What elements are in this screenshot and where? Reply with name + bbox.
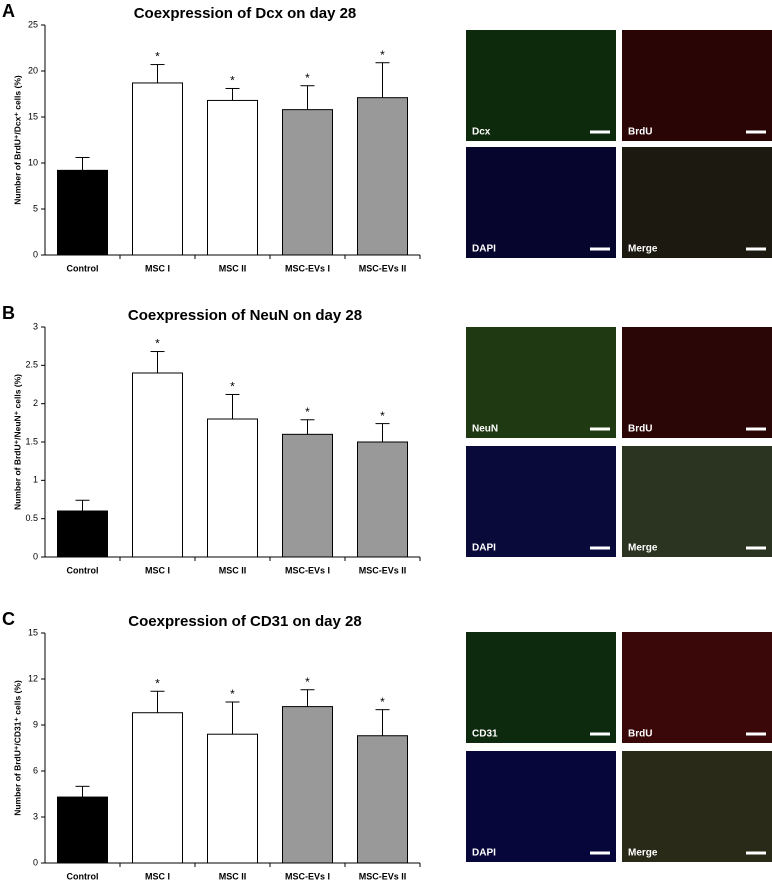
x-tick-label: MSC-EVs II bbox=[359, 871, 407, 881]
significance-mark: * bbox=[155, 337, 160, 351]
y-tick-label: 1.5 bbox=[25, 436, 38, 446]
micrograph bbox=[466, 30, 616, 141]
bar bbox=[57, 796, 108, 864]
bar bbox=[207, 418, 258, 558]
micrograph bbox=[622, 30, 772, 141]
micrograph bbox=[466, 327, 616, 438]
y-tick-label: 0.5 bbox=[25, 513, 38, 523]
micrograph-label: BrdU bbox=[628, 729, 652, 740]
x-tick-label: MSC I bbox=[145, 263, 170, 273]
bar bbox=[207, 733, 258, 864]
micrograph-label: Merge bbox=[628, 244, 658, 255]
significance-mark: * bbox=[305, 405, 310, 419]
bar bbox=[357, 441, 408, 558]
panel-letter: C bbox=[2, 609, 15, 629]
significance-mark: * bbox=[380, 48, 385, 62]
y-tick-label: 10 bbox=[28, 157, 38, 167]
significance-mark: * bbox=[155, 676, 160, 690]
significance-mark: * bbox=[305, 675, 310, 689]
panel-letter: A bbox=[2, 1, 15, 21]
y-tick-label: 15 bbox=[28, 111, 38, 121]
micrograph-label: CD31 bbox=[472, 729, 498, 740]
micrograph-label: Dcx bbox=[472, 127, 491, 138]
y-axis-label: Number of BrdU⁺/CD31⁺ cells (%) bbox=[12, 680, 22, 816]
significance-mark: * bbox=[155, 50, 160, 64]
y-tick-label: 9 bbox=[33, 719, 38, 729]
y-tick-label: 1 bbox=[33, 475, 38, 485]
chart-title: Coexpression of NeuN on day 28 bbox=[128, 307, 362, 324]
y-tick-label: 0 bbox=[33, 551, 38, 561]
y-tick-label: 5 bbox=[33, 203, 38, 213]
micrograph-label: Merge bbox=[628, 848, 658, 859]
x-tick-label: MSC-EVs I bbox=[285, 871, 330, 881]
significance-mark: * bbox=[230, 380, 235, 394]
y-tick-label: 2 bbox=[33, 398, 38, 408]
y-tick-label: 25 bbox=[28, 19, 38, 29]
significance-mark: * bbox=[380, 409, 385, 423]
x-tick-label: Control bbox=[67, 565, 99, 575]
x-tick-label: MSC II bbox=[219, 565, 247, 575]
x-tick-label: MSC II bbox=[219, 871, 247, 881]
bar bbox=[282, 109, 333, 256]
bar bbox=[357, 97, 408, 256]
x-tick-label: MSC-EVs I bbox=[285, 263, 330, 273]
significance-mark: * bbox=[230, 687, 235, 701]
y-tick-label: 6 bbox=[33, 765, 38, 775]
chart-title: Coexpression of CD31 on day 28 bbox=[128, 613, 361, 630]
micrograph bbox=[466, 751, 616, 862]
micrograph bbox=[622, 751, 772, 862]
micrograph bbox=[622, 446, 772, 557]
x-tick-label: MSC-EVs II bbox=[359, 565, 407, 575]
x-tick-label: MSC I bbox=[145, 565, 170, 575]
y-tick-label: 3 bbox=[33, 321, 38, 331]
micrograph bbox=[466, 632, 616, 743]
x-tick-label: MSC-EVs II bbox=[359, 263, 407, 273]
micrograph bbox=[622, 632, 772, 743]
significance-mark: * bbox=[230, 74, 235, 88]
bar bbox=[282, 433, 333, 558]
micrograph-label: BrdU bbox=[628, 127, 652, 138]
bar bbox=[357, 735, 408, 864]
y-tick-label: 12 bbox=[28, 673, 38, 683]
bar bbox=[132, 372, 183, 558]
y-axis-label: Number of BrdU⁺/NeuN⁺ cells (%) bbox=[12, 374, 22, 510]
significance-mark: * bbox=[380, 695, 385, 709]
micrograph-label: DAPI bbox=[472, 543, 496, 554]
x-tick-label: Control bbox=[67, 263, 99, 273]
micrograph bbox=[466, 446, 616, 557]
bar bbox=[282, 706, 333, 864]
bar bbox=[207, 99, 258, 256]
micrograph-label: BrdU bbox=[628, 424, 652, 435]
micrograph-label: Merge bbox=[628, 543, 658, 554]
micrograph bbox=[622, 327, 772, 438]
x-tick-label: MSC-EVs I bbox=[285, 565, 330, 575]
micrograph bbox=[622, 147, 772, 258]
x-tick-label: MSC I bbox=[145, 871, 170, 881]
x-tick-label: MSC II bbox=[219, 263, 247, 273]
y-tick-label: 15 bbox=[28, 627, 38, 637]
bar bbox=[57, 169, 108, 256]
y-tick-label: 0 bbox=[33, 249, 38, 259]
y-tick-label: 3 bbox=[33, 811, 38, 821]
y-axis-label: Number of BrdU⁺/Dcx⁺ cells (%) bbox=[12, 75, 22, 205]
y-tick-label: 0 bbox=[33, 857, 38, 867]
bar bbox=[132, 712, 183, 864]
y-tick-label: 2.5 bbox=[25, 360, 38, 370]
bar bbox=[57, 510, 108, 558]
chart-title: Coexpression of Dcx on day 28 bbox=[134, 5, 357, 22]
x-tick-label: Control bbox=[67, 871, 99, 881]
panel-letter: B bbox=[2, 303, 15, 323]
micrograph bbox=[466, 147, 616, 258]
bar bbox=[132, 82, 183, 256]
micrograph-label: NeuN bbox=[472, 424, 498, 435]
micrograph-label: DAPI bbox=[472, 244, 496, 255]
y-tick-label: 20 bbox=[28, 65, 38, 75]
micrograph-label: DAPI bbox=[472, 848, 496, 859]
significance-mark: * bbox=[305, 71, 310, 85]
